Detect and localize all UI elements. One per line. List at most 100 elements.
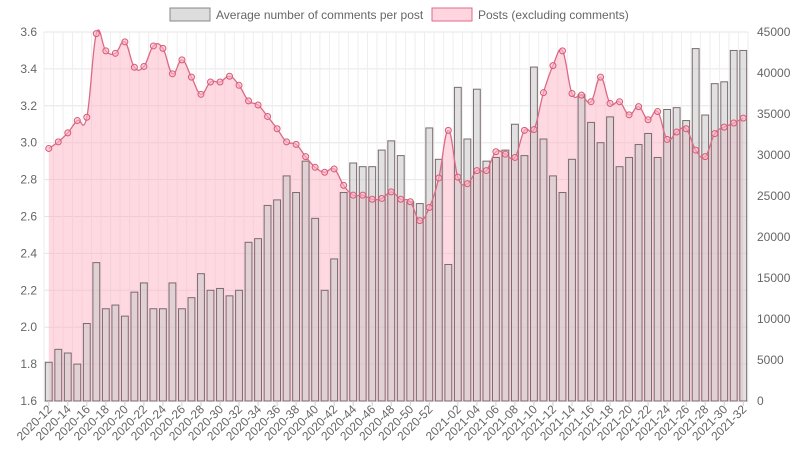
bar-2021-04 <box>472 88 481 402</box>
y-left-tick: 2.6 <box>20 210 37 224</box>
point-2021-01 <box>444 126 452 134</box>
bar-2021-25 <box>672 107 681 402</box>
point-2020-23 <box>149 42 157 50</box>
bar-2020-50 <box>406 201 415 402</box>
bar-2020-25 <box>168 282 177 402</box>
point-2020-52 <box>425 203 433 211</box>
point-2020-50 <box>406 198 414 206</box>
point-2020-37 <box>283 138 291 146</box>
point-2020-42 <box>330 165 338 173</box>
bar-2021-06 <box>491 156 500 402</box>
point-2021-21 <box>635 103 643 111</box>
bar-2020-48 <box>387 140 396 402</box>
point-2020-15 <box>73 117 81 125</box>
y-right-tick: 40000 <box>757 66 791 80</box>
bar-2020-13 <box>54 348 63 402</box>
bar-2020-20 <box>120 315 129 402</box>
y-right-tick: 10000 <box>757 312 791 326</box>
comments-bars <box>44 48 748 402</box>
point-2021-25 <box>673 128 681 136</box>
bar-2020-44 <box>349 162 358 402</box>
point-2020-39 <box>302 153 310 161</box>
posts-points <box>45 30 747 225</box>
point-2020-35 <box>264 112 272 120</box>
point-2021-28 <box>701 153 709 161</box>
bar-2021-19 <box>615 166 624 402</box>
bar-2021-23 <box>653 156 662 402</box>
point-2021-19 <box>616 98 624 106</box>
y-left-tick: 1.8 <box>20 357 37 371</box>
bar-2021-24 <box>663 108 672 402</box>
point-2020-20 <box>121 38 129 46</box>
point-2021-03 <box>463 180 471 188</box>
y-right-tick: 30000 <box>757 148 791 162</box>
bar-2020-27 <box>187 297 196 402</box>
bar-2021-08 <box>510 123 519 402</box>
point-2020-48 <box>387 188 395 196</box>
bar-2020-22 <box>139 282 148 402</box>
point-2020-14 <box>64 129 72 137</box>
y-left-tick: 3.2 <box>20 99 37 113</box>
bar-2021-03 <box>463 138 472 402</box>
bar-2021-11 <box>539 138 548 402</box>
point-2020-27 <box>187 73 195 81</box>
x-axis: 2020-122020-142020-162020-182020-202020-… <box>14 401 750 443</box>
bar-2020-40 <box>311 217 320 402</box>
point-2020-45 <box>359 191 367 199</box>
point-2021-31 <box>730 119 738 127</box>
point-2021-30 <box>720 123 728 131</box>
point-2020-40 <box>311 163 319 171</box>
point-2020-13 <box>54 138 62 146</box>
bar-2021-29 <box>710 83 719 402</box>
y-left-tick: 2.0 <box>20 320 37 334</box>
bar-2020-15 <box>73 363 82 402</box>
y-left-tick: 3.4 <box>20 62 37 76</box>
point-2020-33 <box>245 97 253 105</box>
point-2021-20 <box>625 111 633 119</box>
y-axis-left: 1.6 1.8 2.0 2.2 2.4 2.6 2.8 3.0 3.2 3.4 3.6 <box>20 25 37 408</box>
y-right-tick: 15000 <box>757 271 791 285</box>
bar-2020-31 <box>225 295 234 402</box>
point-2021-26 <box>682 125 690 133</box>
point-2020-41 <box>321 168 329 176</box>
bar-2021-01 <box>444 263 453 402</box>
bar-2020-19 <box>111 304 120 402</box>
bar-2020-38 <box>292 192 301 402</box>
bar-2021-09 <box>520 155 529 402</box>
point-2021-09 <box>520 126 528 134</box>
bar-2021-02 <box>453 86 462 402</box>
bar-2020-42 <box>330 258 339 402</box>
y-left-tick: 1.6 <box>20 394 37 408</box>
bar-2021-22 <box>644 132 653 402</box>
bar-2020-26 <box>178 308 186 402</box>
point-2021-12 <box>549 62 557 70</box>
point-2021-22 <box>644 116 652 124</box>
y-right-tick: 20000 <box>757 230 791 244</box>
point-2020-28 <box>197 90 205 98</box>
bar-2020-43 <box>339 192 348 402</box>
point-2020-43 <box>340 181 348 189</box>
bar-2020-23 <box>149 308 158 402</box>
point-2020-24 <box>159 44 167 52</box>
point-2020-18 <box>102 47 110 55</box>
bar-2020-24 <box>158 308 167 402</box>
y-right-tick: 0 <box>757 394 764 408</box>
point-2020-31 <box>226 72 234 80</box>
legend-item-comments[interactable]: Average number of comments per post <box>169 7 424 22</box>
y-left-tick: 2.2 <box>20 283 37 297</box>
bar-2020-39 <box>301 160 310 402</box>
bar-2020-30 <box>216 287 224 402</box>
point-2021-24 <box>663 135 671 143</box>
bar-2020-28 <box>197 273 205 402</box>
bar-2021-15 <box>577 94 586 402</box>
point-2021-14 <box>568 90 576 97</box>
y-left-tick: 3.0 <box>20 136 37 150</box>
legend-swatch-comments <box>169 7 211 22</box>
bar-2021-26 <box>682 120 691 402</box>
legend-item-posts[interactable]: Posts (excluding comments) <box>431 7 629 22</box>
bar-2020-41 <box>320 289 329 402</box>
bar-2020-45 <box>358 166 367 402</box>
point-2020-44 <box>349 191 357 199</box>
y-right-tick: 25000 <box>757 189 791 203</box>
